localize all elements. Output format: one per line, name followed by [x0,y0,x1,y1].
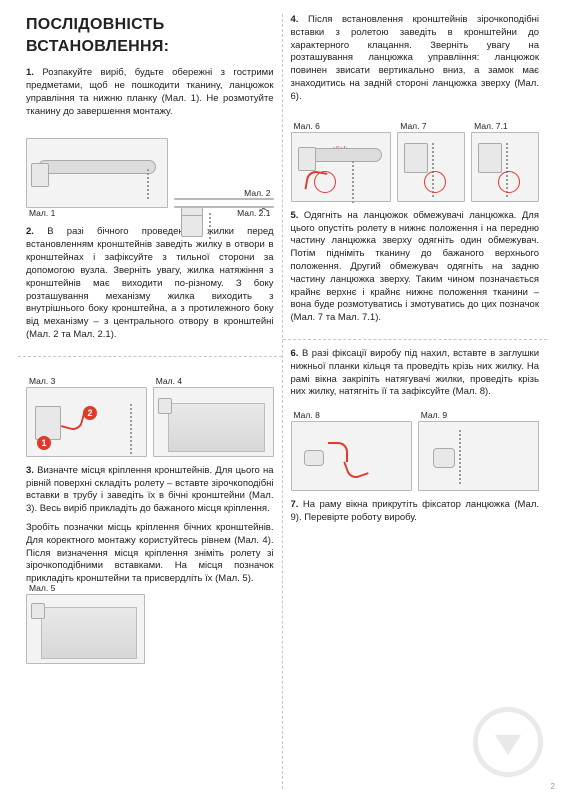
figs-row-2: Мал. 3 2 1 Мал. 4 [26,371,274,457]
fig-8: Мал. 8 [291,421,412,491]
badge-1: 1 [37,436,51,450]
tensioner-icon [304,450,324,466]
badge-2: 2 [83,406,97,420]
fig-1: Мал. 1 [26,138,168,208]
fig-8-label: Мал. 8 [294,410,320,421]
bracket-icon [298,147,316,171]
fig-7-label: Мал. 7 [400,121,426,132]
step-1-num: 1. [26,67,34,78]
step-2-text: В разі бічного проведення жилки перед вс… [26,226,274,340]
step-4-num: 4. [291,14,299,25]
fig-7: Мал. 7 [397,132,465,202]
fig-3: Мал. 3 2 1 [26,387,147,457]
fabric-icon [168,403,265,452]
step-1: 1. Розпакуйте виріб, будьте обережні з г… [26,67,274,118]
page-root: ПОСЛІДОВНІСТЬ ВСТАНОВЛЕННЯ: 1. Розпакуйт… [0,0,565,799]
bracket-icon [35,406,61,440]
step-1-text: Розпакуйте виріб, будьте обережні з гост… [26,67,274,116]
page-number: 2 [551,782,555,793]
fig-9: Мал. 9 [418,421,539,491]
circle-mark-icon [314,171,336,193]
step-7-text: На раму вікна прикрутіть фіксатор ланцюж… [291,499,540,523]
h-divider-left [18,356,282,357]
left-column: ПОСЛІДОВНІСТЬ ВСТАНОВЛЕННЯ: 1. Розпакуйт… [18,14,283,789]
fig-5: Мал. 5 [26,594,145,664]
figs-row-1: Мал. 1 Мал. 2 ✂ Мал. 2.1 [26,130,274,208]
step-5-text: Одягніть на ланцюжок обмежувачі ланцюжка… [291,210,540,324]
right-column: 4. Після встановлення кронштейнів зірочк… [283,14,548,789]
fig-2: Мал. 2 ✂ [174,198,274,200]
bracket-icon [158,398,172,414]
bracket-icon [181,215,203,237]
h-divider-right [283,339,548,340]
step-6-num: 6. [291,348,299,359]
step-7: 7. На раму вікна прикрутіть фіксатор лан… [291,499,540,525]
roller-tube-icon [38,160,155,174]
arrow-red-icon [328,442,348,462]
fig-3-label: Мал. 3 [29,376,55,387]
figs-row-4: Мал. 6 click Мал. 7 Мал. 7.1 [291,116,540,202]
step-2: 2. В разі бічного проведення жилки перед… [26,226,274,341]
fig-4: Мал. 4 [153,387,274,457]
chain-fixator-icon [433,448,455,468]
fig-6: Мал. 6 click [291,132,392,202]
step-5-num: 5. [291,210,299,221]
fig-2-label: Мал. 2 [244,188,270,199]
step-3-num: 3. [26,465,34,476]
circle-mark-icon [498,171,520,193]
fabric-icon [41,607,137,659]
chain-icon [147,169,149,199]
step-4: 4. Після встановлення кронштейнів зірочк… [291,14,540,104]
fig-5-label: Мал. 5 [29,583,55,594]
step-3a: 3. Визначте місця кріплення кронштейнів.… [26,465,274,516]
watermark-icon [473,707,543,777]
step-6: 6. В разі фіксації виробу під нахил, вст… [291,348,540,399]
figs-row-5: Мал. 8 Мал. 9 [291,411,540,491]
chain-icon [209,213,211,239]
figs-row-3: Мал. 5 [26,598,274,664]
chain-icon [459,430,461,486]
page-title: ПОСЛІДОВНІСТЬ ВСТАНОВЛЕННЯ: [26,14,274,57]
step-4-text: Після встановлення кронштейнів зірочкопо… [291,14,540,102]
fig-4-label: Мал. 4 [156,376,182,387]
chain-icon [130,404,132,456]
arrow-red-icon [61,408,85,432]
fig-2-1-label: Мал. 2.1 [237,208,270,219]
bracket-icon [404,143,428,173]
fig-7-1-label: Мал. 7.1 [474,121,507,132]
step-3a-text: Визначте місця кріплення кронштейнів. Дл… [26,465,274,514]
step-3b-text: Зробіть позначки місць кріплення бічних … [26,522,274,584]
step-2-num: 2. [26,226,34,237]
bracket-icon [478,143,502,173]
step-3b: Зробіть позначки місць кріплення бічних … [26,522,274,586]
fig-1-label: Мал. 1 [29,208,55,219]
step-7-num: 7. [291,499,299,510]
circle-mark-icon [424,171,446,193]
fig-9-label: Мал. 9 [421,410,447,421]
step-6-text: В разі фіксації виробу під нахил, вставт… [291,348,540,397]
fig-6-label: Мал. 6 [294,121,320,132]
fig-7-1: Мал. 7.1 [471,132,539,202]
bracket-icon [31,603,45,619]
step-5: 5. Одягніть на ланцюжок обмежувачі ланцю… [291,210,540,325]
bracket-icon [31,163,49,187]
chain-icon [352,161,354,205]
